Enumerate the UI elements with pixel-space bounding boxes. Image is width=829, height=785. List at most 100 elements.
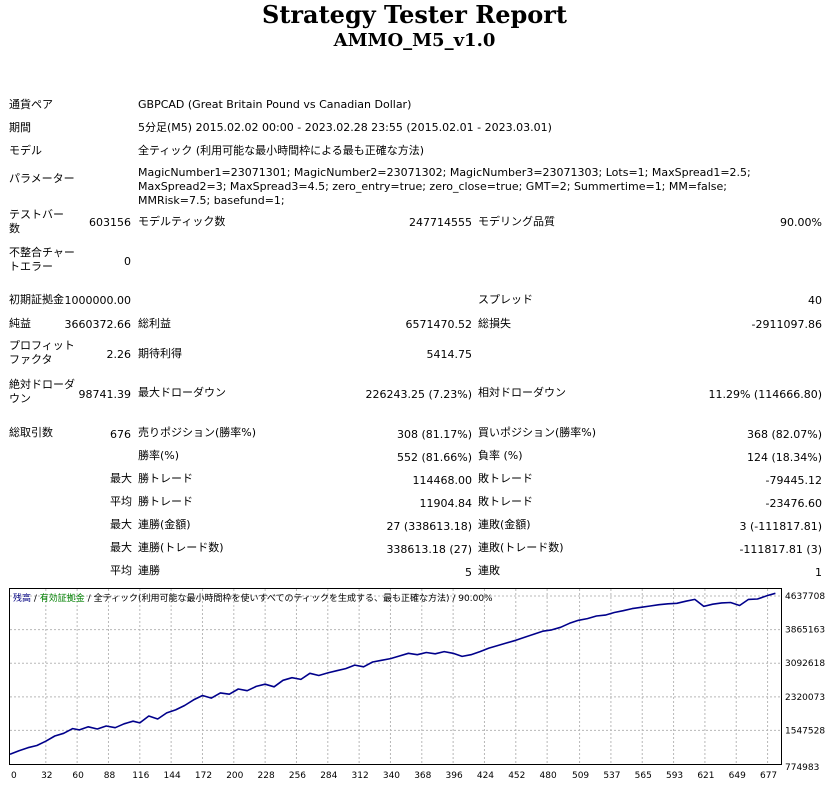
params-label: パラメーター: [9, 172, 75, 185]
legend-quality: 90.00%: [458, 594, 493, 604]
loss-pct-label: 負率 (%): [478, 449, 523, 462]
pf-label: プロフィットファクタ: [9, 339, 75, 366]
params-value: MagicNumber1=23071301; MagicNumber2=2307…: [138, 166, 751, 207]
gross-profit-label: 総利益: [138, 317, 171, 330]
cons-losses-money-label: 連敗(金額): [478, 518, 531, 531]
long-value: 368 (82.07%): [746, 428, 822, 441]
avg-win-label: 勝トレード: [138, 495, 193, 508]
total-trades-label: 総取引数: [9, 426, 53, 439]
avg-cons-losses-label: 連敗: [478, 564, 500, 577]
max-loss-value: -79445.12: [765, 474, 822, 487]
quality-label: モデリング品質: [478, 215, 555, 228]
mismatch-label: 不整合チャートエラー: [9, 246, 75, 273]
cons-wins-count-label: 連勝(トレード数): [138, 541, 224, 554]
legend-balance: 残高: [13, 594, 32, 604]
ticks-label: モデルティック数: [138, 215, 226, 228]
max-label: 最大: [110, 472, 132, 485]
spread-value: 40: [808, 294, 822, 307]
legend-sep-1: /: [31, 594, 40, 604]
long-label: 買いポジション(勝率%): [478, 426, 597, 439]
rel-dd-value: 11.29% (114666.80): [708, 388, 822, 401]
max-loss-label: 敗トレード: [478, 472, 533, 485]
chart-legend: 残高 / 有効証拠金 / 全ティック(利用可能な最小時間枠を使いすべてのティック…: [13, 591, 493, 604]
x-tick-label: 424: [477, 771, 494, 781]
x-tick-label: 116: [132, 771, 149, 781]
cons-wins-money-value: 27 (338613.18): [386, 520, 472, 533]
x-tick-label: 312: [352, 771, 369, 781]
period-label: 期間: [9, 121, 31, 134]
x-tick-label: 452: [508, 771, 525, 781]
net-label: 純益: [9, 317, 31, 330]
gross-profit-value: 6571470.52: [405, 318, 472, 331]
abs-dd-value: 98741.39: [78, 388, 132, 401]
max-dd-label: 最大ドローダウン: [138, 386, 226, 399]
legend-sep-3: /: [449, 594, 459, 604]
max3-label: 最大: [110, 541, 132, 554]
cons-losses-count-label: 連敗(トレード数): [478, 541, 564, 554]
deposit-value: 1000000.00: [64, 294, 131, 307]
abs-dd-label: 絶対ドローダウン: [9, 378, 75, 405]
cons-losses-count-value: -111817.81 (3): [739, 543, 822, 556]
gross-loss-label: 総損失: [478, 317, 511, 330]
gross-loss-value: -2911097.86: [751, 318, 822, 331]
x-tick-label: 677: [760, 771, 777, 781]
report-subtitle: AMMO_M5_v1.0: [333, 30, 496, 51]
avg-win-value: 11904.84: [419, 497, 473, 510]
model-value: 全ティック (利用可能な最小時間枠による最も正確な方法): [138, 144, 425, 157]
x-tick-label: 0: [11, 771, 17, 781]
y-tick-label: 3092618: [785, 659, 825, 669]
max-win-label: 勝トレード: [138, 472, 193, 485]
avg-cons-wins-value: 5: [465, 566, 472, 579]
x-tick-label: 88: [104, 771, 116, 781]
x-tick-label: 144: [164, 771, 181, 781]
x-tick-label: 480: [540, 771, 557, 781]
short-label: 売りポジション(勝率%): [138, 426, 257, 439]
loss-pct-value: 124 (18.34%): [746, 451, 822, 464]
win-pct-label: 勝率(%): [138, 449, 180, 462]
model-label: モデル: [9, 144, 42, 157]
max-dd-value: 226243.25 (7.23%): [365, 388, 472, 401]
y-tick-label: 774983: [785, 763, 819, 773]
x-tick-label: 593: [666, 771, 683, 781]
x-tick-label: 340: [383, 771, 400, 781]
avg2-label: 平均: [110, 564, 132, 577]
y-tick-label: 4637708: [785, 592, 825, 602]
rel-dd-label: 相対ドローダウン: [478, 386, 566, 399]
x-tick-label: 284: [320, 771, 337, 781]
x-tick-label: 172: [195, 771, 212, 781]
avg-cons-wins-label: 連勝: [138, 564, 160, 577]
report-title: Strategy Tester Report: [261, 0, 568, 29]
x-tick-label: 228: [258, 771, 275, 781]
spread-label: スプレッド: [478, 293, 533, 306]
mismatch-value: 0: [124, 255, 131, 268]
avg-loss-value: -23476.60: [765, 497, 822, 510]
pf-value: 2.26: [106, 348, 132, 361]
expected-value: 5414.75: [426, 348, 473, 361]
cons-wins-money-label: 連勝(金額): [138, 518, 191, 531]
cons-wins-count-value: 338613.18 (27): [386, 543, 472, 556]
x-tick-label: 60: [72, 771, 84, 781]
short-value: 308 (81.17%): [396, 428, 472, 441]
legend-equity: 有効証拠金: [39, 594, 85, 604]
total-trades-value: 676: [110, 428, 131, 441]
y-tick-label: 3865163: [785, 626, 825, 636]
x-tick-label: 565: [635, 771, 652, 781]
avg-loss-label: 敗トレード: [478, 495, 533, 508]
x-tick-label: 32: [41, 771, 52, 781]
x-tick-label: 368: [414, 771, 431, 781]
max2-label: 最大: [110, 518, 132, 531]
win-pct-value: 552 (81.66%): [396, 451, 472, 464]
legend-model: 全ティック(利用可能な最小時間枠を使いすべてのティックを生成する、最も正確な方法…: [93, 594, 450, 604]
x-tick-label: 256: [289, 771, 306, 781]
period-value: 5分足(M5) 2015.02.02 00:00 - 2023.02.28 23…: [138, 121, 552, 134]
y-tick-label: 2320073: [785, 693, 825, 703]
avg-label: 平均: [110, 495, 132, 508]
x-tick-label: 200: [226, 771, 243, 781]
avg-cons-losses-value: 1: [815, 566, 822, 579]
cons-losses-money-value: 3 (-111817.81): [739, 520, 822, 533]
balance-chart: [9, 588, 782, 765]
x-tick-label: 621: [697, 771, 714, 781]
bars-label: テストバー数: [9, 208, 64, 235]
ticks-value: 247714555: [409, 216, 472, 229]
